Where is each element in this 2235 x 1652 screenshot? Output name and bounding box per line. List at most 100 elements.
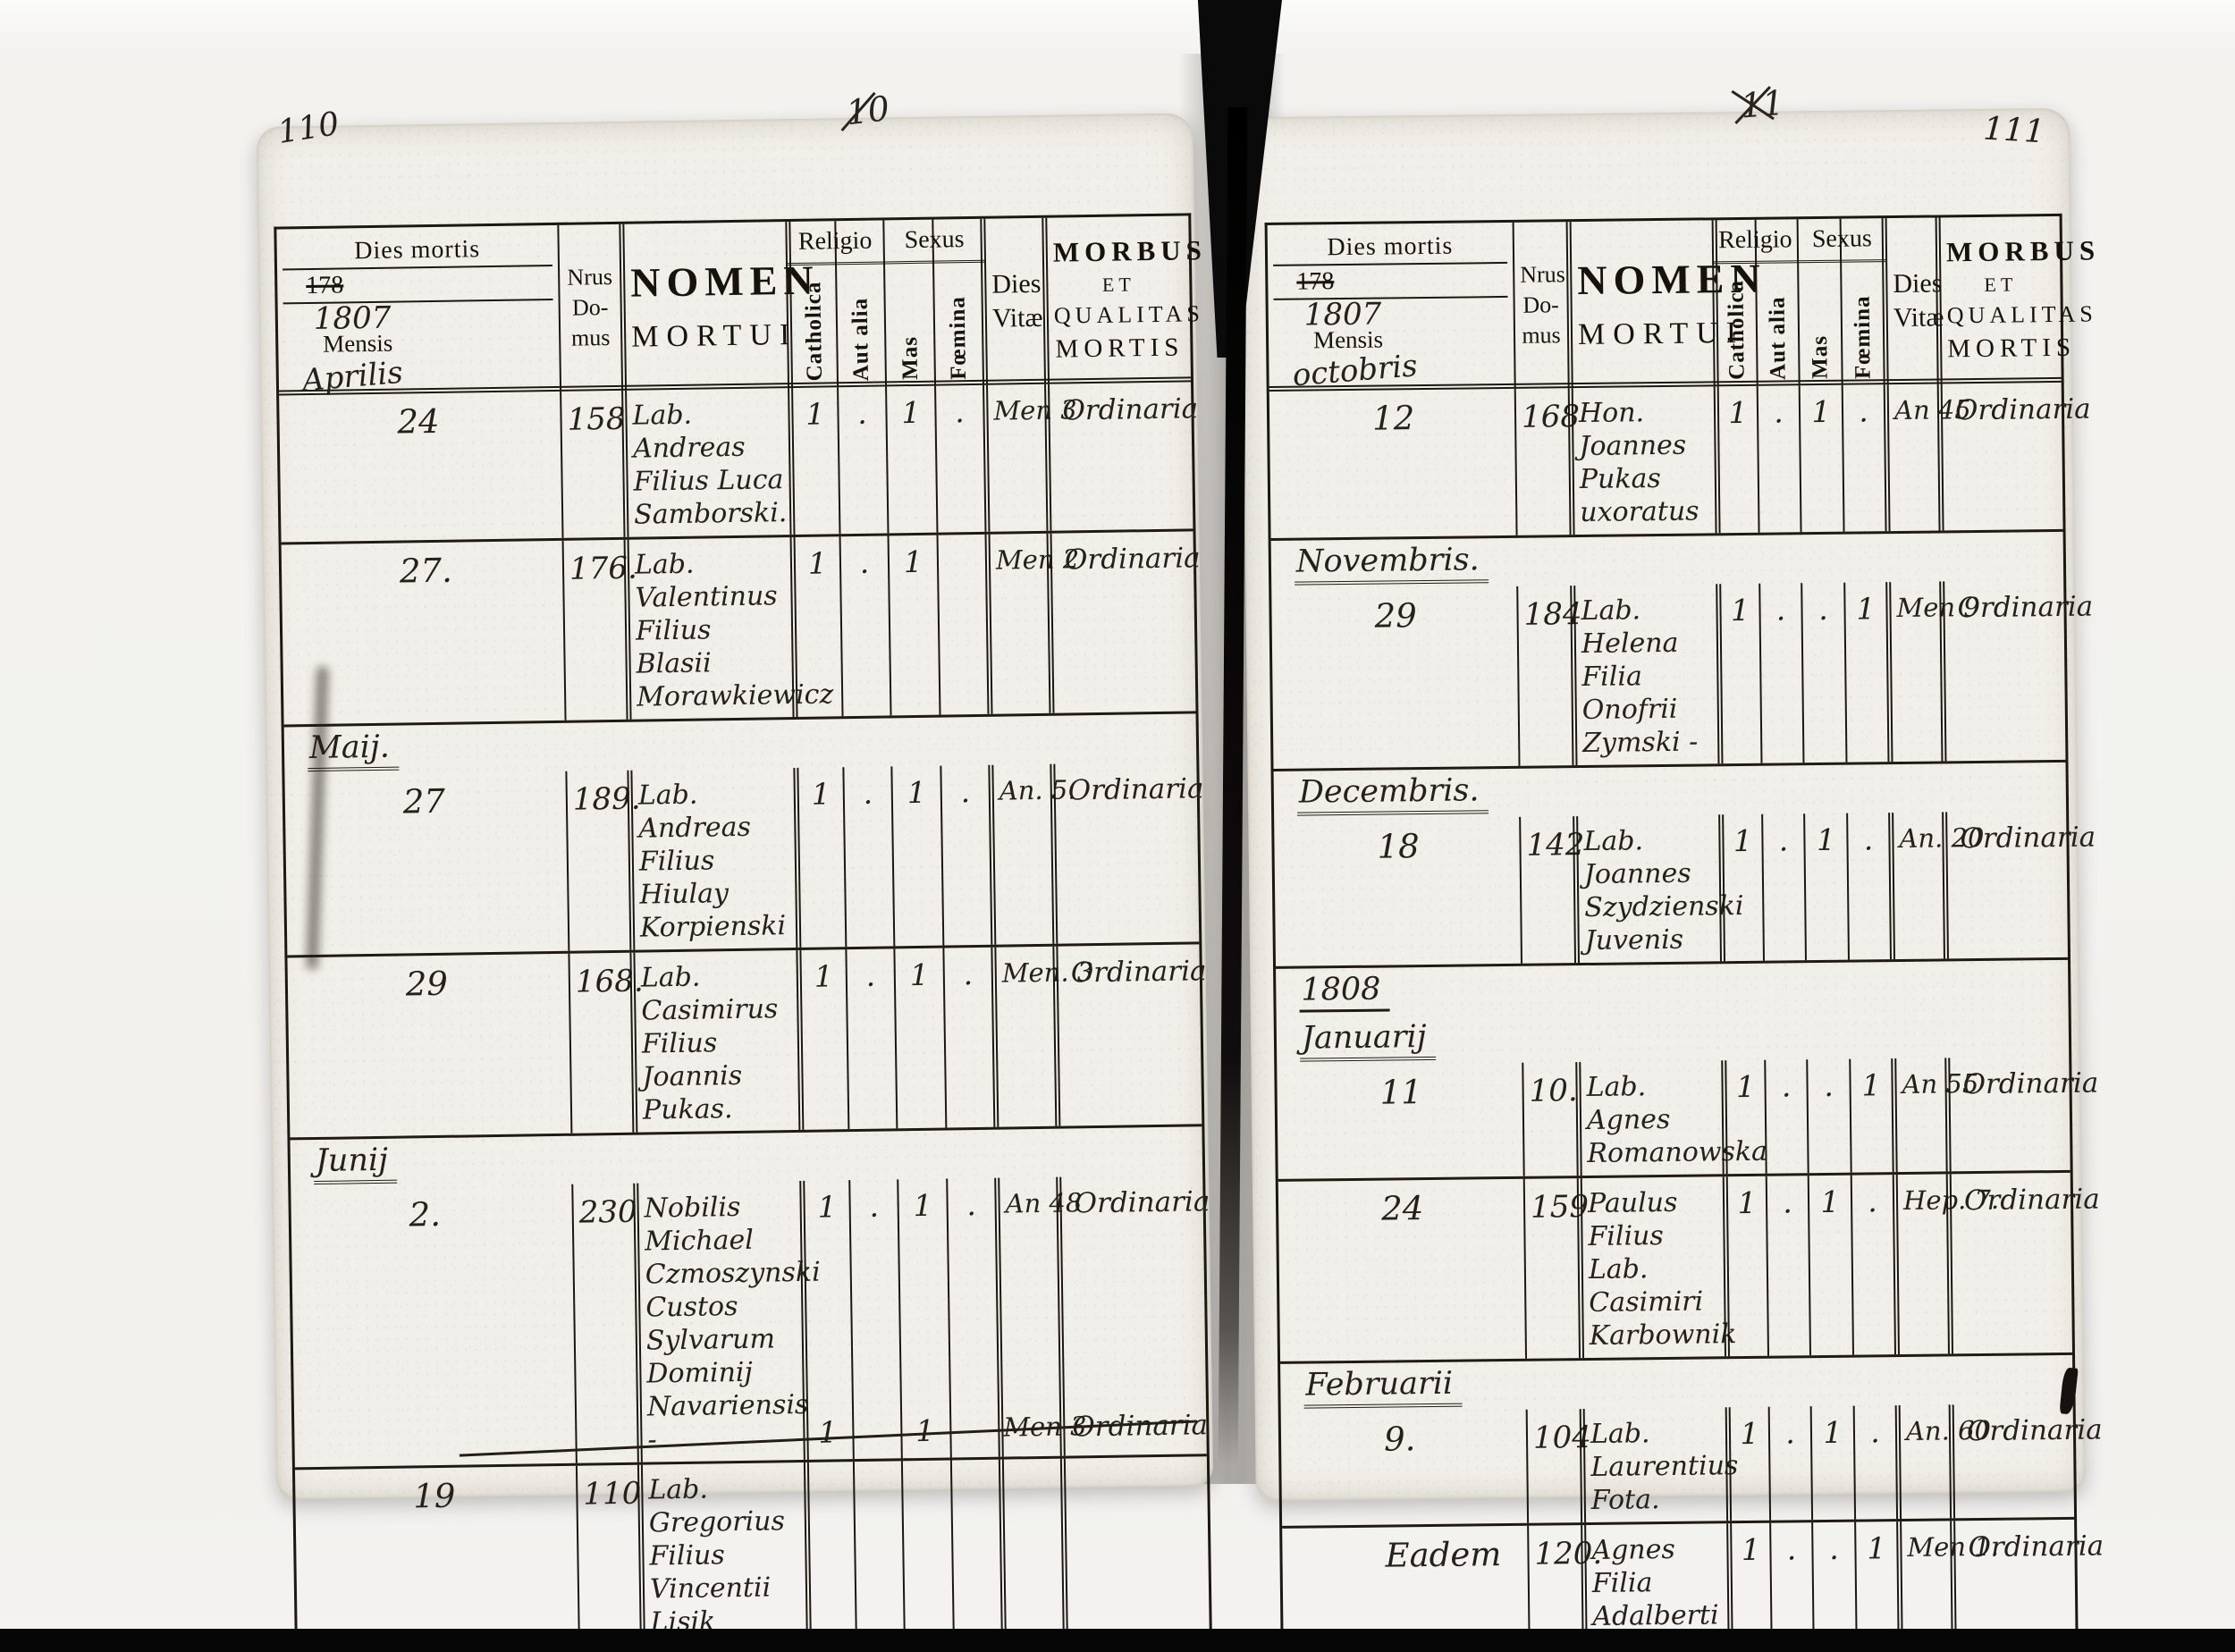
entry-nrus-cell: 168. [568,952,644,1134]
entry-name-cell: Hon. Joannes Pukas uxoratus [1567,386,1716,535]
entry-mas-cell: 1 [1809,1405,1855,1521]
entry-nrus-cell: 104 [1525,1409,1591,1523]
entry-date-cell: 24 [397,401,440,442]
entry-fem-cell: 1 [1849,1058,1893,1173]
entry-dies-cell: An 55 [1891,1058,1979,1173]
nomen-label: NOMEN [1577,255,1767,304]
entry-mas-cell: . [1806,1058,1851,1174]
entry-cath-cell: 1 [1718,813,1763,962]
entry-cath-cell: 1 [1722,1176,1768,1357]
month-section-label: Decembris. [1296,772,1489,816]
crossed-folio-number: 11 [1731,83,1785,126]
entry-dies-cell: An 45 [1883,384,1971,532]
register-entry-row: 9. 104 Lab. Laurentius Fota. 1. 1. An. 60 Ordi… [1280,1403,2103,1529]
entry-date-cell: 27 [402,781,446,822]
crossed-number-text: 10 [844,88,892,133]
morbus-line: QUALITAS [1946,300,2097,329]
entry-nrus-cell: 189. [565,770,641,951]
entry-fem-cell: . [1850,1175,1894,1355]
table-rows: 24 158 Lab. Andreas Filius Luca Samborski.… [279,382,1211,1652]
entry-mas-cell [900,1460,953,1641]
entry-cath-cell: 1 [793,767,846,948]
mortui-label: MORTUI [630,317,798,354]
register-entry-row: 24 159 Paulus Filius Lab. Casimiri Karbown… [1278,1172,2100,1364]
register-entry-row: 19 110 Lab. Gregorius Filius Vincentii Lis… [294,1456,1210,1652]
entry-alia-cell: . [1758,583,1803,763]
sexus-group-label: Sexus [884,218,985,265]
entry-morbus-cell: Ordinaria [1945,1172,2100,1354]
entry-fem-cell: . [1846,813,1890,960]
aut-alia-label: Aut alia [848,297,873,382]
entry-alia-cell: . [839,535,890,717]
register-entry-row: 18 142 Lab. Joannes Szydzienski Juvenis 1. 1… [1274,810,2096,969]
dies-label: Dies [991,268,1042,299]
entry-name-cell: Lab. Casimirus Filius Joannis Pukas. [629,950,799,1133]
entry-name-cell: Lab. Gregorius Filius Vincentii Lisik [637,1462,806,1645]
entry-alia-cell: . [842,766,894,948]
catholica-label: Catholica [1724,280,1750,381]
entry-dies-cell: Men 3 [983,384,1077,532]
entry-fem-cell [949,1459,1001,1640]
register-table: Dies mortis 178 1807 Mensis Aprilis Nrus… [274,213,1218,1652]
entry-fem-cell: . [940,764,991,946]
entry-nrus-cell: 159 [1522,1178,1589,1359]
month-section-row: Februarii [1280,1355,2073,1412]
entry-alia-cell: . [845,948,897,1130]
entry-fem-cell: . [1852,1405,1897,1520]
entry-cath-cell: 1 [789,536,842,718]
entry-nrus-cell: 158 [560,390,626,538]
entry-alia-cell: . [1756,385,1801,533]
vitae-label: Vitæ [1893,301,1944,333]
entry-name-cell: Lab. Andreas Filius Luca Samborski. [621,388,790,537]
entry-cath-cell: 1 [1721,1059,1766,1175]
entry-dies-cell: Men 2 [984,533,1079,714]
entry-morbus-cell: Ordinaria [1942,810,2096,959]
entry-fem-cell: . [1841,384,1885,532]
entry-mas-cell: 1 [1798,384,1843,533]
entry-mas-cell: 1 [887,535,940,716]
vitae-label: Vitæ [991,302,1043,333]
dies-label: Dies [1893,267,1943,299]
entry-dies-cell [998,1458,1063,1639]
religio-group-label: Religio [1711,219,1800,265]
scan-bottom-black-bar [0,1629,2235,1652]
dies-mortis-label: Dies mortis [1327,232,1454,262]
header-dies-mortis-cell: Dies mortis 178 1807 Mensis octobris [1268,223,1514,393]
entry-cath-cell: 1 [796,949,848,1130]
entry-alia-cell: . [1761,813,1805,961]
register-entry-row: 27. 176. Lab. Valentinus Filius Blasii Mor… [281,531,1201,728]
entry-fem-cell: 1 [1843,582,1888,763]
entry-dies-cell: Hep. 7. [1892,1174,1999,1355]
month-section-label: Novembris. [1294,542,1489,586]
entry-nrus-cell: 142 [1519,816,1585,964]
dies-mortis-label: Dies mortis [354,235,481,266]
morbus-line: ET [1984,273,2018,296]
subvalue-cell [637,1412,804,1462]
register-page-left: 110 10 Dies mortis 178 1807 Mensis April… [256,88,1218,1652]
entry-alia-cell: . [1765,1176,1810,1356]
header-nrus-domus: Nrus Do- mus [1512,222,1568,388]
mas-label: Mas [1808,334,1833,380]
header-nrus-domus: Nrus Do- mus [557,223,622,391]
entry-cath-cell: 1 [1713,385,1758,534]
entry-fem-cell: . [934,384,985,533]
entry-cath-cell: 1 [1725,1406,1770,1521]
entry-date-cell: 9. [1383,1420,1416,1459]
month-section-label: 1808 [1299,971,1390,1013]
month-section-label: Februarii [1303,1365,1463,1409]
entry-name-cell: Lab. Valentinus Filius Blasii Morawkiewi… [623,537,834,720]
entry-mas-cell: . [1801,582,1846,763]
mortui-label: MORTUI [1577,316,1745,352]
entry-dies-cell: An. 20 [1888,812,1985,960]
preprinted-year: 178 [1296,267,1335,296]
entry-alia-cell: . [837,386,888,535]
entry-morbus-cell: Ordinaria [1939,579,2093,762]
entry-morbus-cell: Ordinaria [1044,382,1198,531]
entry-name-cell: Lab. Joannes Szydzienski Juvenis [1573,814,1744,964]
month-section-row: Novembris. [1271,532,2064,589]
year-handwritten: 1807 [1303,296,1382,333]
foemina-label: Fœmina [1850,294,1876,379]
entry-morbus-cell: Ordinaria [1050,762,1204,944]
preprinted-year: 178 [306,271,344,300]
entry-nrus-cell: 110 [575,1464,642,1646]
